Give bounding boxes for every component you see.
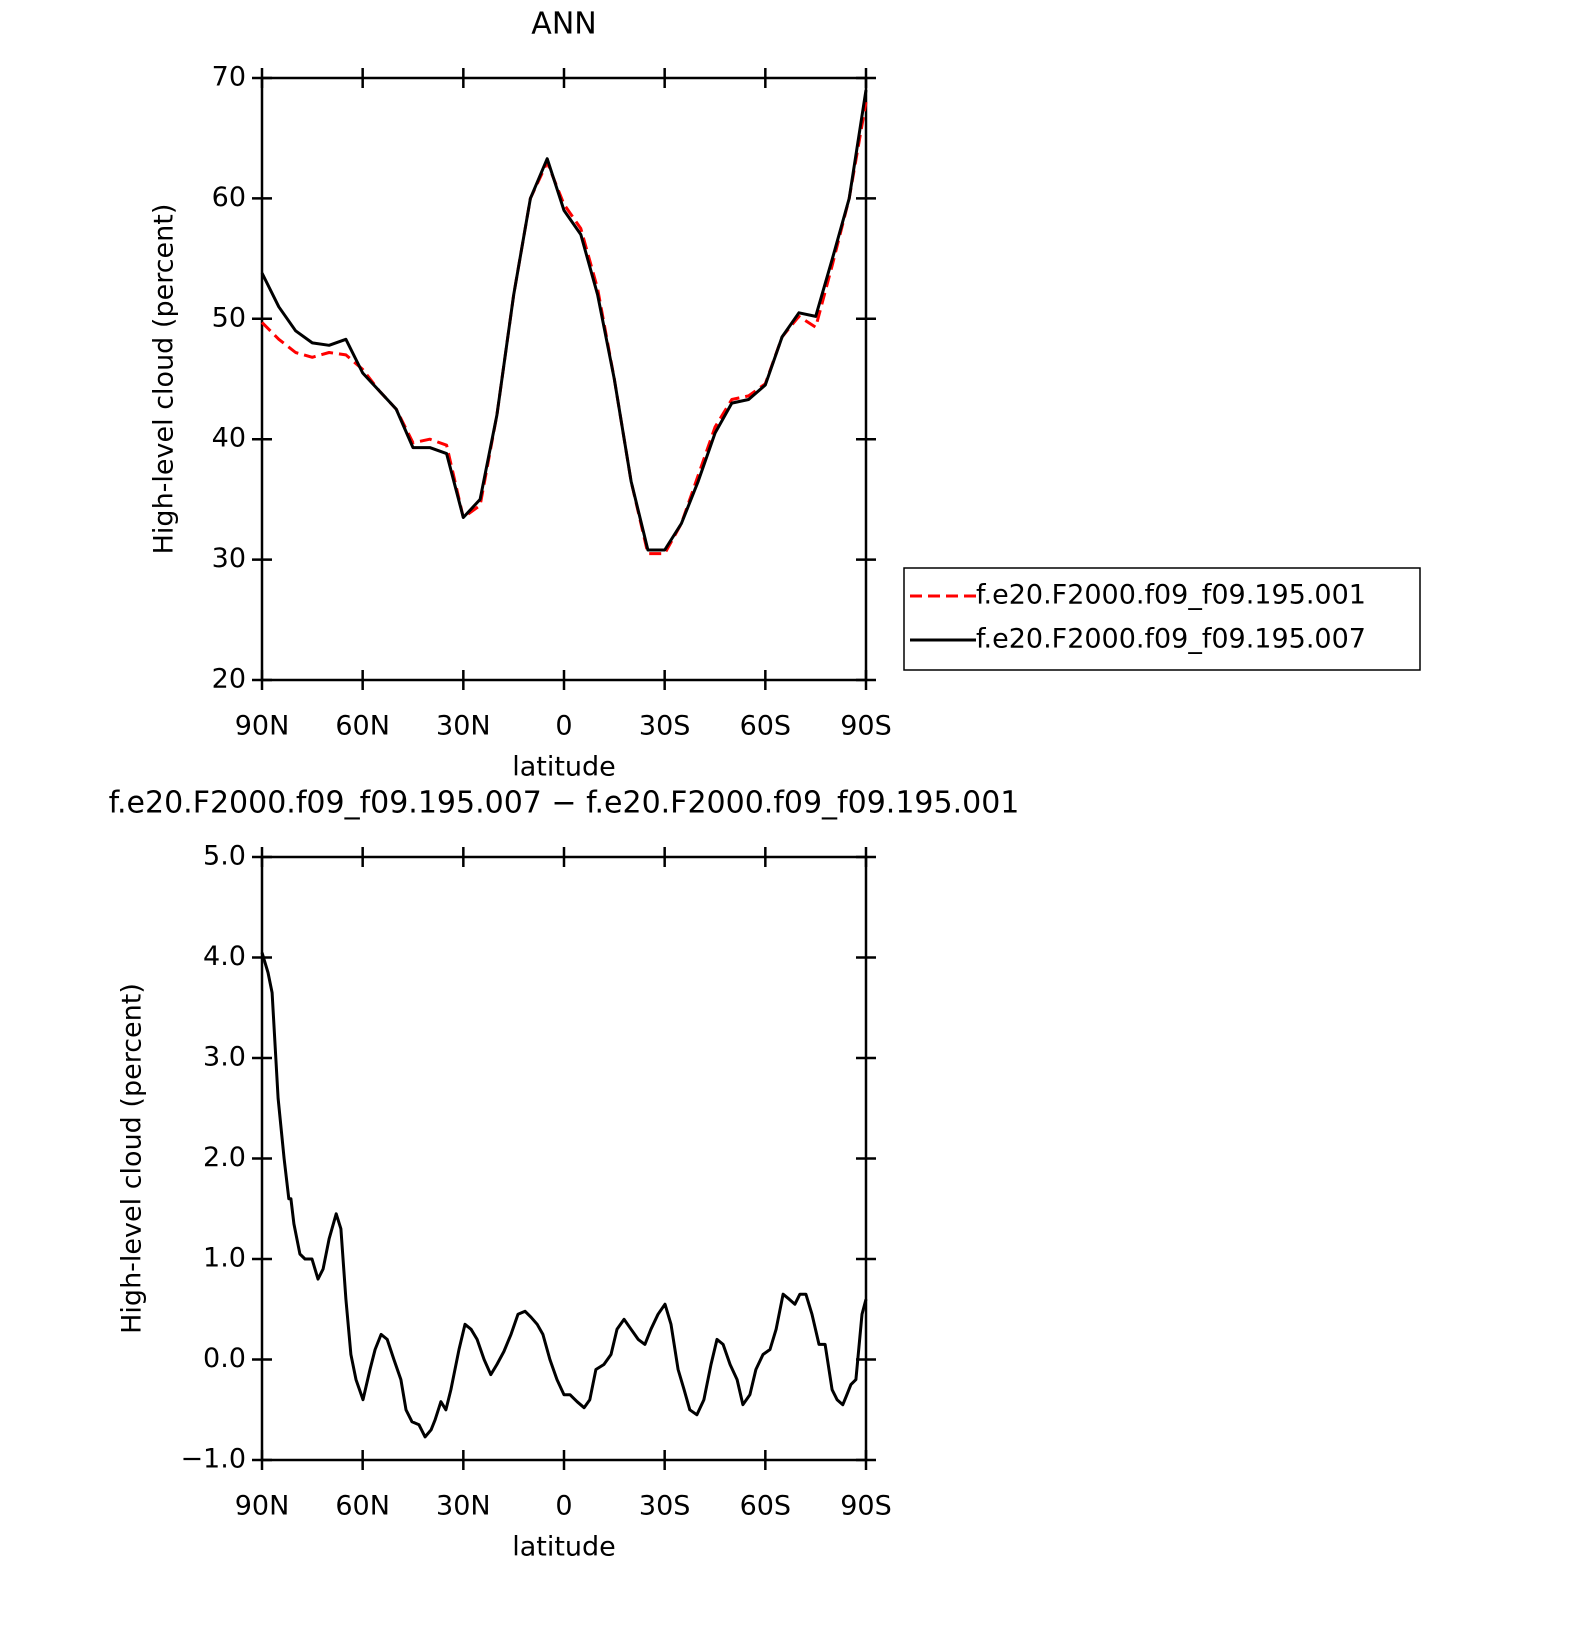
series-line bbox=[260, 952, 868, 1439]
x-tick-label: 90S bbox=[840, 711, 892, 742]
y-axis-label: High-level cloud (percent) bbox=[117, 983, 148, 1334]
x-axis-label: latitude bbox=[512, 752, 616, 783]
y-tick-label: 2.0 bbox=[203, 1142, 246, 1173]
x-tick-label: 0 bbox=[555, 711, 572, 742]
x-axis-label: latitude bbox=[512, 1532, 616, 1563]
x-tick-label: 30S bbox=[639, 711, 691, 742]
y-tick-label: 3.0 bbox=[203, 1042, 246, 1073]
chart-title: f.e20.F2000.f09_f09.195.007 − f.e20.F200… bbox=[109, 786, 1020, 821]
x-tick-label: 90N bbox=[235, 711, 290, 742]
series-line bbox=[260, 89, 868, 552]
y-tick-label: 70 bbox=[212, 62, 246, 93]
x-tick-label: 90S bbox=[840, 1491, 892, 1522]
y-tick-label: 60 bbox=[212, 182, 246, 213]
series-line bbox=[260, 101, 868, 556]
y-tick-label: −1.0 bbox=[180, 1444, 246, 1475]
x-tick-label: 30S bbox=[639, 1491, 691, 1522]
y-axis-label: High-level cloud (percent) bbox=[149, 204, 180, 555]
y-tick-label: 4.0 bbox=[203, 941, 246, 972]
y-tick-label: 50 bbox=[212, 302, 246, 333]
y-tick-label: 40 bbox=[212, 423, 246, 454]
x-tick-label: 30N bbox=[436, 1491, 491, 1522]
y-tick-label: 30 bbox=[212, 543, 246, 574]
legend-label: f.e20.F2000.f09_f09.195.001 bbox=[976, 580, 1366, 611]
x-tick-label: 60N bbox=[335, 711, 390, 742]
legend-box bbox=[903, 567, 1421, 671]
y-tick-label: 5.0 bbox=[203, 841, 246, 872]
y-tick-label: 20 bbox=[212, 664, 246, 695]
legend-label: f.e20.F2000.f09_f09.195.007 bbox=[976, 624, 1366, 655]
x-tick-label: 90N bbox=[235, 1491, 290, 1522]
chart-title: ANN bbox=[531, 7, 596, 42]
x-tick-label: 60S bbox=[740, 711, 792, 742]
y-tick-label: 1.0 bbox=[203, 1243, 246, 1274]
x-tick-label: 0 bbox=[555, 1491, 572, 1522]
plot-frame bbox=[260, 855, 868, 1462]
x-tick-label: 60S bbox=[740, 1491, 792, 1522]
y-tick-label: 0.0 bbox=[203, 1343, 246, 1374]
plot-frame bbox=[260, 76, 868, 682]
x-tick-label: 60N bbox=[335, 1491, 390, 1522]
x-tick-label: 30N bbox=[436, 711, 491, 742]
